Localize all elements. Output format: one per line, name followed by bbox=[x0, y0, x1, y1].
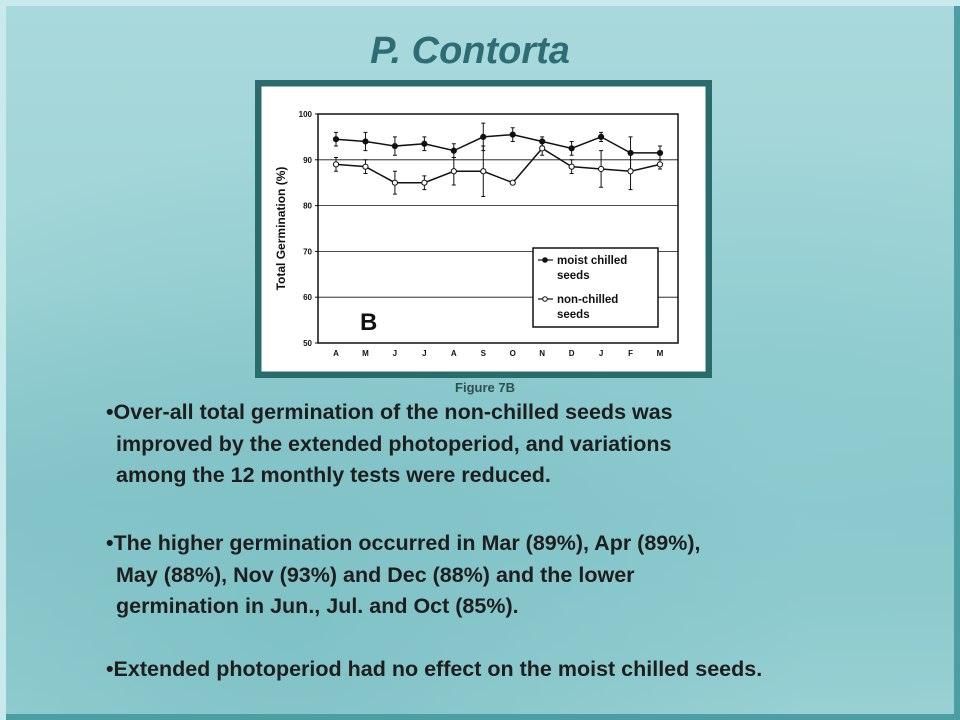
data-point bbox=[332, 161, 340, 168]
data-point bbox=[480, 168, 487, 175]
legend-box bbox=[532, 247, 659, 328]
data-point bbox=[568, 145, 575, 152]
series-line bbox=[335, 133, 660, 154]
x-tick-label: D bbox=[569, 349, 575, 358]
x-tick-label: M bbox=[657, 349, 664, 358]
panel-label: B bbox=[360, 309, 377, 336]
x-tick-label: S bbox=[481, 349, 487, 358]
y-tick-label: 70 bbox=[303, 247, 312, 256]
x-tick-label: N bbox=[539, 349, 545, 358]
data-point bbox=[568, 163, 575, 170]
legend-marker bbox=[542, 257, 548, 263]
figure-caption: Figure 7B bbox=[455, 380, 515, 395]
data-point bbox=[421, 179, 428, 186]
legend-label: non-chilled seeds bbox=[557, 294, 618, 321]
data-point bbox=[539, 145, 546, 152]
bullet-line: May (88%), Nov (93%) and Dec (88%) and t… bbox=[116, 562, 635, 587]
bullet-line: improved by the extended photoperiod, an… bbox=[116, 431, 672, 456]
x-tick-label: A bbox=[333, 349, 339, 358]
y-axis-label: Total Germination (%) bbox=[274, 167, 288, 291]
bullet: The higher germination occurred in Mar (… bbox=[106, 528, 701, 623]
y-tick-label: 90 bbox=[303, 156, 312, 165]
data-point bbox=[391, 179, 399, 186]
data-point bbox=[421, 140, 428, 147]
data-point bbox=[656, 161, 664, 168]
bullet-line: Over-all total germination of the non-ch… bbox=[106, 397, 673, 429]
x-tick-label: A bbox=[451, 349, 457, 358]
series-line bbox=[335, 147, 661, 184]
data-point bbox=[391, 142, 399, 150]
legend-marker bbox=[542, 296, 548, 302]
bullet: Extended photoperiod had no effect on th… bbox=[106, 654, 763, 686]
data-point bbox=[450, 168, 457, 175]
bullet-line: The higher germination occurred in Mar (… bbox=[106, 528, 701, 560]
x-tick-label: J bbox=[393, 349, 397, 358]
data-point bbox=[509, 131, 516, 138]
data-point bbox=[597, 165, 605, 173]
data-point bbox=[656, 149, 664, 157]
y-tick-label: 50 bbox=[303, 339, 312, 348]
y-tick-label: 80 bbox=[303, 202, 312, 211]
y-tick-label: 60 bbox=[303, 293, 312, 302]
data-point bbox=[450, 147, 457, 154]
chart: 50 60 70 80 90 100 Total Germination (%) A M J J A S… bbox=[255, 80, 712, 378]
bullet-line: Extended photoperiod had no effect on th… bbox=[106, 654, 763, 686]
x-tick-label: J bbox=[422, 349, 426, 358]
x-tick-label: J bbox=[599, 349, 603, 358]
data-point bbox=[362, 138, 369, 145]
data-point bbox=[362, 163, 369, 170]
data-point bbox=[627, 168, 634, 175]
slide-title: P. Contorta bbox=[370, 30, 570, 72]
x-tick-label: F bbox=[628, 349, 633, 358]
x-tick-label: M bbox=[362, 349, 369, 358]
legend-label: moist chilled seeds bbox=[557, 255, 627, 282]
bullet-line: germination in Jun., Jul. and Oct (85%). bbox=[116, 594, 519, 618]
y-tick-label: 100 bbox=[299, 110, 313, 119]
data-point bbox=[332, 136, 340, 143]
x-tick-label: O bbox=[510, 349, 516, 358]
data-point bbox=[597, 133, 605, 141]
data-point bbox=[480, 133, 487, 141]
data-point bbox=[509, 179, 516, 186]
bullet-line: among the 12 monthly tests were reduced. bbox=[116, 463, 551, 487]
bullet: Over-all total germination of the non-ch… bbox=[106, 397, 673, 492]
